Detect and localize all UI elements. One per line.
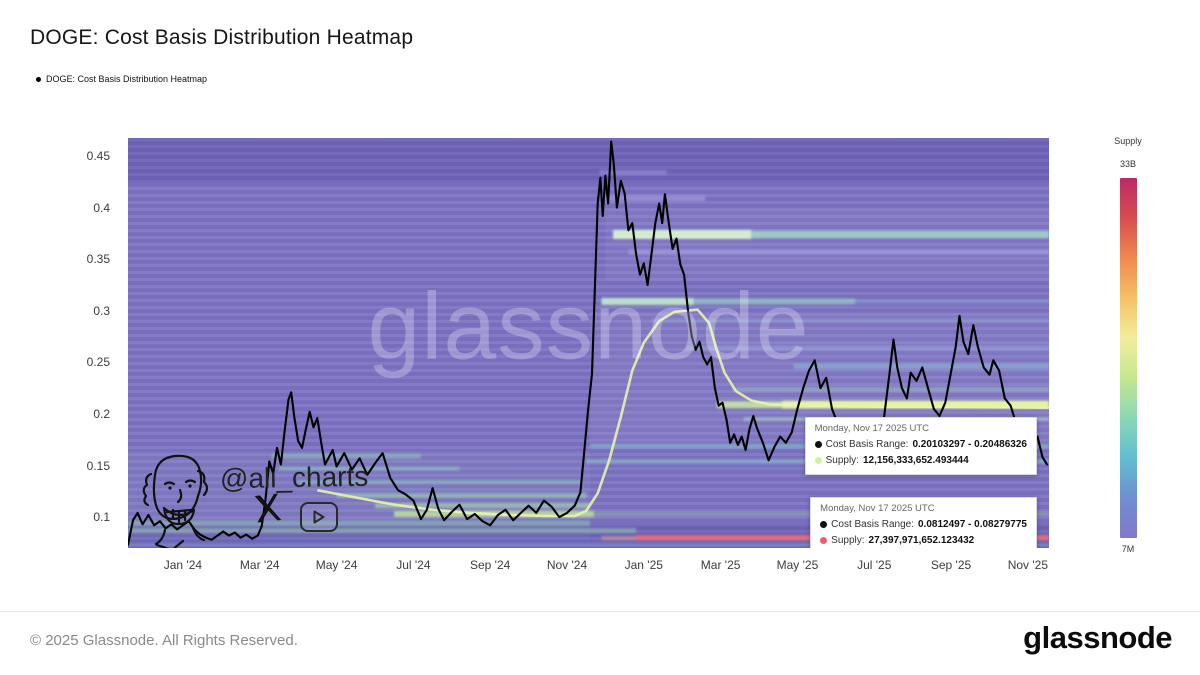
supply-dot-icon [814,456,822,464]
series-legend[interactable]: DOGE: Cost Basis Distribution Heatmap [36,74,207,84]
tooltip-upper: Monday, Nov 17 2025 UTC Cost Basis Range… [804,417,1037,475]
tooltip-lower: Monday, Nov 17 2025 UTC Cost Basis Range… [810,497,1037,548]
y-tick-label: 0.25 [86,355,110,370]
x-tick-label: May '25 [776,558,819,572]
supply-value: 12,156,333,652.493444 [862,454,969,466]
y-tick-label: 0.15 [86,458,110,473]
x-tick-label: Mar '25 [700,558,741,572]
cost-basis-dot-icon [814,441,822,449]
heatmap-soft-region [128,138,1049,183]
cost-basis-value: 0.20103297 - 0.20486326 [912,439,1027,450]
x-tick-label: Jul '25 [857,558,892,572]
y-tick-label: 0.35 [86,252,110,267]
artist-face-doodle [142,454,209,548]
cost-basis-label: Cost Basis Range: [825,439,909,450]
tooltip-cost-basis-row: Cost Basis Range: 0.0812497 - 0.08279775 [820,517,1027,533]
x-tick-label: Mar '24 [239,558,280,572]
legend-label: DOGE: Cost Basis Distribution Heatmap [46,74,208,84]
colorbar-gradient [1119,178,1137,538]
y-tick-label: 0.4 [93,200,110,215]
tooltip-date: Monday, Nov 17 2025 UTC [814,423,930,434]
play-button-icon [300,502,338,532]
colorbar-title: Supply [1114,136,1142,146]
x-logo-icon [254,493,282,523]
x-tick-label: Nov '24 [546,558,588,572]
artist-handle: @ali_charts [219,460,369,495]
y-tick-label: 0.1 [93,510,110,525]
x-tick-label: Nov '25 [1007,558,1049,572]
heatmap-plot[interactable]: glassnode @ali_charts [128,138,1049,548]
price-line [128,140,1049,546]
cost-basis-label: Cost Basis Range: [831,519,914,530]
x-tick-label: Jan '24 [163,558,203,572]
supply-label: Supply: [825,454,859,466]
tooltip-supply-row: Supply: 12,156,333,652.493444 [814,453,1027,469]
cost-basis-value: 0.0812497 - 0.08279775 [918,519,1027,530]
supply-label: Supply: [831,534,865,546]
y-tick-label: 0.3 [93,303,110,318]
supply-colorbar: Supply 33B 7M [1100,136,1156,554]
colorbar-min-label: 7M [1121,544,1135,554]
supply-value: 27,397,971,652.123432 [868,534,975,546]
y-axis: 0.45 0.4 0.35 0.3 0.25 0.2 0.15 0.1 [0,138,120,548]
x-tick-label: Jul '24 [396,558,431,572]
tooltip-cost-basis-row: Cost Basis Range: 0.20103297 - 0.2048632… [814,437,1027,453]
tooltip-supply-row: Supply: 27,397,971,652.123432 [820,533,1027,549]
glassnode-logo: glassnode [1023,620,1172,655]
page-footer: © 2025 Glassnode. All Rights Reserved. g… [0,611,1200,675]
x-axis: Jan '24 Mar '24 May '24 Jul '24 Sep '24 Nov '… [128,556,1049,578]
supply-dot-icon [820,536,828,544]
y-tick-label: 0.2 [93,406,110,421]
tooltip-date: Monday, Nov 17 2025 UTC [820,503,935,514]
y-tick-label: 0.45 [86,149,110,164]
colorbar-max-label: 33B [1119,159,1136,169]
heatmap-soft-region [605,208,1049,281]
x-tick-label: Sep '24 [470,558,511,572]
page-title: DOGE: Cost Basis Distribution Heatmap [30,26,414,49]
x-tick-label: Jan '25 [624,558,663,572]
cost-basis-dot-icon [820,521,828,529]
cost-basis-curve [317,308,1049,518]
x-tick-label: Sep '25 [930,558,972,572]
legend-dot-icon [36,76,41,82]
copyright-text: © 2025 Glassnode. All Rights Reserved. [30,632,298,649]
x-tick-label: May '24 [315,558,358,572]
